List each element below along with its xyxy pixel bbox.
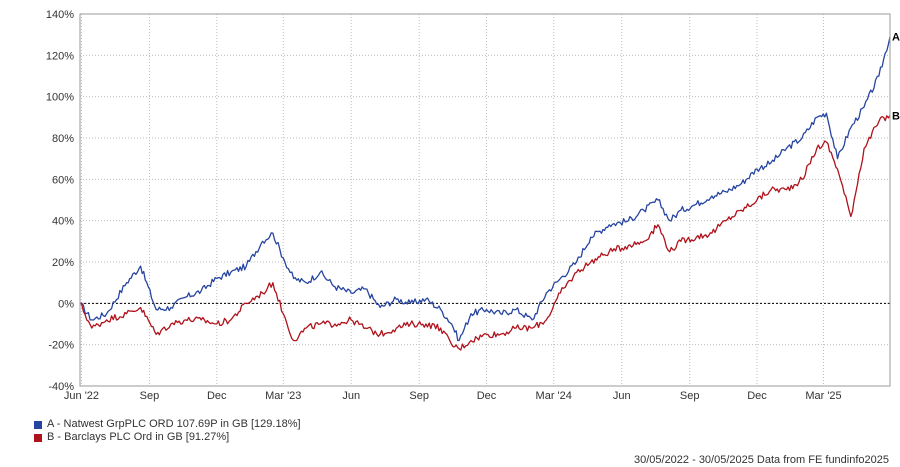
legend-swatch-b xyxy=(34,433,42,442)
x-tick-label: Jun xyxy=(342,390,360,402)
x-tick-label: Dec xyxy=(747,390,767,402)
series-line-a xyxy=(79,36,891,342)
x-tick-label: Dec xyxy=(207,390,227,402)
x-tick-label: Sep xyxy=(680,390,700,402)
x-tick-label: Dec xyxy=(477,390,497,402)
legend-label-b: B - Barclays PLC Ord in GB [91.27%] xyxy=(47,431,230,443)
x-tick-label: Mar '24 xyxy=(536,390,572,402)
series-end-labels: AB xyxy=(892,32,900,123)
series-line-b xyxy=(79,114,891,351)
x-tick-label: Mar '25 xyxy=(805,390,841,402)
x-axis-ticks: Jun '22 Sep Dec Mar '23 Jun Sep Dec Mar '24 Jun S… xyxy=(64,390,842,402)
x-tick-label: Mar '23 xyxy=(265,390,301,402)
y-axis-ticks: 140% 120% 100% 80% 60% 40% 20% 0% -20% -40% xyxy=(46,9,74,393)
x-tick-label: Jun xyxy=(613,390,631,402)
y-tick-label: 100% xyxy=(46,92,74,104)
legend-label-a: A - Natwest GrpPLC ORD 107.69P in GB [12… xyxy=(47,418,301,430)
grid-lines xyxy=(80,14,890,386)
data-source-footer: 30/05/2022 - 30/05/2025 Data from FE fun… xyxy=(633,454,889,466)
y-tick-label: 140% xyxy=(46,9,74,21)
x-tick-label: Sep xyxy=(140,390,160,402)
y-tick-label: 120% xyxy=(46,50,74,62)
y-tick-label: 0% xyxy=(58,298,74,310)
series-lines xyxy=(79,36,891,351)
series-end-label-a: A xyxy=(892,32,900,44)
x-tick-label: Jun '22 xyxy=(64,390,99,402)
legend-item-a: A - Natwest GrpPLC ORD 107.69P in GB [12… xyxy=(34,418,301,431)
legend: A - Natwest GrpPLC ORD 107.69P in GB [12… xyxy=(34,418,301,444)
y-tick-label: -40% xyxy=(48,381,74,393)
x-tick-label: Sep xyxy=(409,390,429,402)
plot-frame xyxy=(79,13,891,387)
y-tick-label: 80% xyxy=(52,133,74,145)
y-tick-label: -20% xyxy=(48,340,74,352)
y-tick-label: 20% xyxy=(52,257,74,269)
series-end-label-b: B xyxy=(892,110,900,122)
y-tick-label: 40% xyxy=(52,216,74,228)
legend-swatch-a xyxy=(34,420,42,429)
y-tick-label: 60% xyxy=(52,174,74,186)
legend-item-b: B - Barclays PLC Ord in GB [91.27%] xyxy=(34,431,301,444)
line-chart: 140% 120% 100% 80% 60% 40% 20% 0% -20% -40% Jun '… xyxy=(46,9,900,402)
